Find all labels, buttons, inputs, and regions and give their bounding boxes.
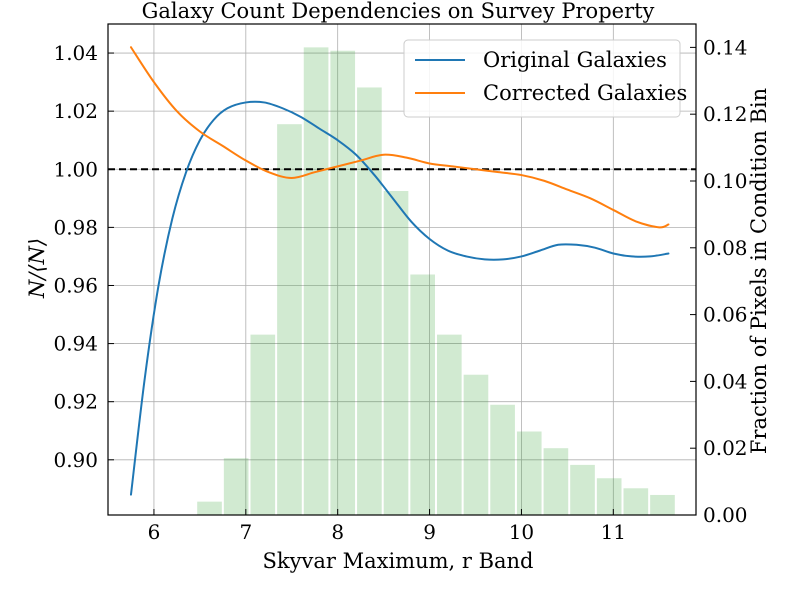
legend: Original Galaxies Corrected Galaxies	[403, 39, 687, 118]
legend-box	[403, 39, 681, 118]
y2-tick-label: 0.02	[703, 436, 748, 460]
histogram-bar	[650, 494, 675, 515]
y2-tick-label: 0.14	[703, 35, 748, 59]
x-tick-label: 8	[331, 520, 344, 544]
histogram-bar	[490, 404, 515, 515]
histogram-bar	[197, 501, 222, 515]
y-tick-label: 1.04	[53, 41, 98, 65]
y2-tick-label: 0.00	[703, 503, 748, 527]
histogram-bar	[596, 478, 622, 515]
y2-tick-label: 0.10	[703, 169, 748, 193]
legend-label-original: Original Galaxies	[483, 48, 667, 72]
histogram-bar	[570, 464, 595, 515]
x-tick-label: 6	[148, 520, 161, 544]
y2-axis-label: Fraction of Pixels in Condition Bin	[747, 88, 771, 454]
y-tick-label: 1.00	[53, 157, 98, 181]
chart-title: Galaxy Count Dependencies on Survey Prop…	[142, 0, 655, 23]
histogram-bar	[250, 334, 276, 515]
series-line-original	[129, 100, 670, 496]
histogram-bar	[330, 50, 356, 515]
histogram-bar	[410, 274, 435, 515]
y-tick-label: 0.96	[53, 273, 98, 297]
y-tick-label: 0.94	[53, 332, 98, 356]
histogram-bar	[543, 448, 569, 515]
x-tick-label: 9	[423, 520, 436, 544]
y-axis-label: N/⟨N⟩	[25, 238, 49, 299]
series-lines	[129, 46, 670, 496]
y-tick-label: 1.02	[53, 99, 98, 123]
histogram-bar	[277, 124, 302, 516]
histogram-bar	[383, 191, 409, 515]
y2-tick-label: 0.08	[703, 236, 748, 260]
histogram-bar	[303, 47, 329, 515]
y2-tick-label: 0.06	[703, 303, 748, 327]
y-tick-label: 0.92	[53, 390, 98, 414]
histogram-bar	[436, 334, 462, 515]
series-line-corrected	[129, 46, 670, 229]
x-tick-label: 11	[601, 520, 626, 544]
y-tick-label: 0.98	[53, 215, 98, 239]
histogram-bar	[223, 458, 249, 515]
histogram-bar	[357, 87, 382, 515]
axis-ticks: 6 7 8 9 10 11 0.90 0.92 0.94 0.96 0.98 1.00 1.02 1.04…	[53, 35, 747, 544]
y2-tick-label: 0.04	[703, 369, 748, 393]
x-tick-label: 7	[239, 520, 252, 544]
legend-label-corrected: Corrected Galaxies	[483, 81, 687, 105]
histogram-bar	[463, 374, 489, 515]
y2-tick-label: 0.12	[703, 102, 748, 126]
histogram-bar	[623, 488, 649, 515]
x-tick-label: 10	[509, 520, 534, 544]
histogram	[197, 47, 675, 516]
x-axis-label: Skyvar Maximum, r Band	[263, 549, 534, 573]
y-tick-label: 0.90	[53, 448, 98, 472]
histogram-bar	[516, 431, 542, 515]
plot-area	[107, 23, 697, 516]
